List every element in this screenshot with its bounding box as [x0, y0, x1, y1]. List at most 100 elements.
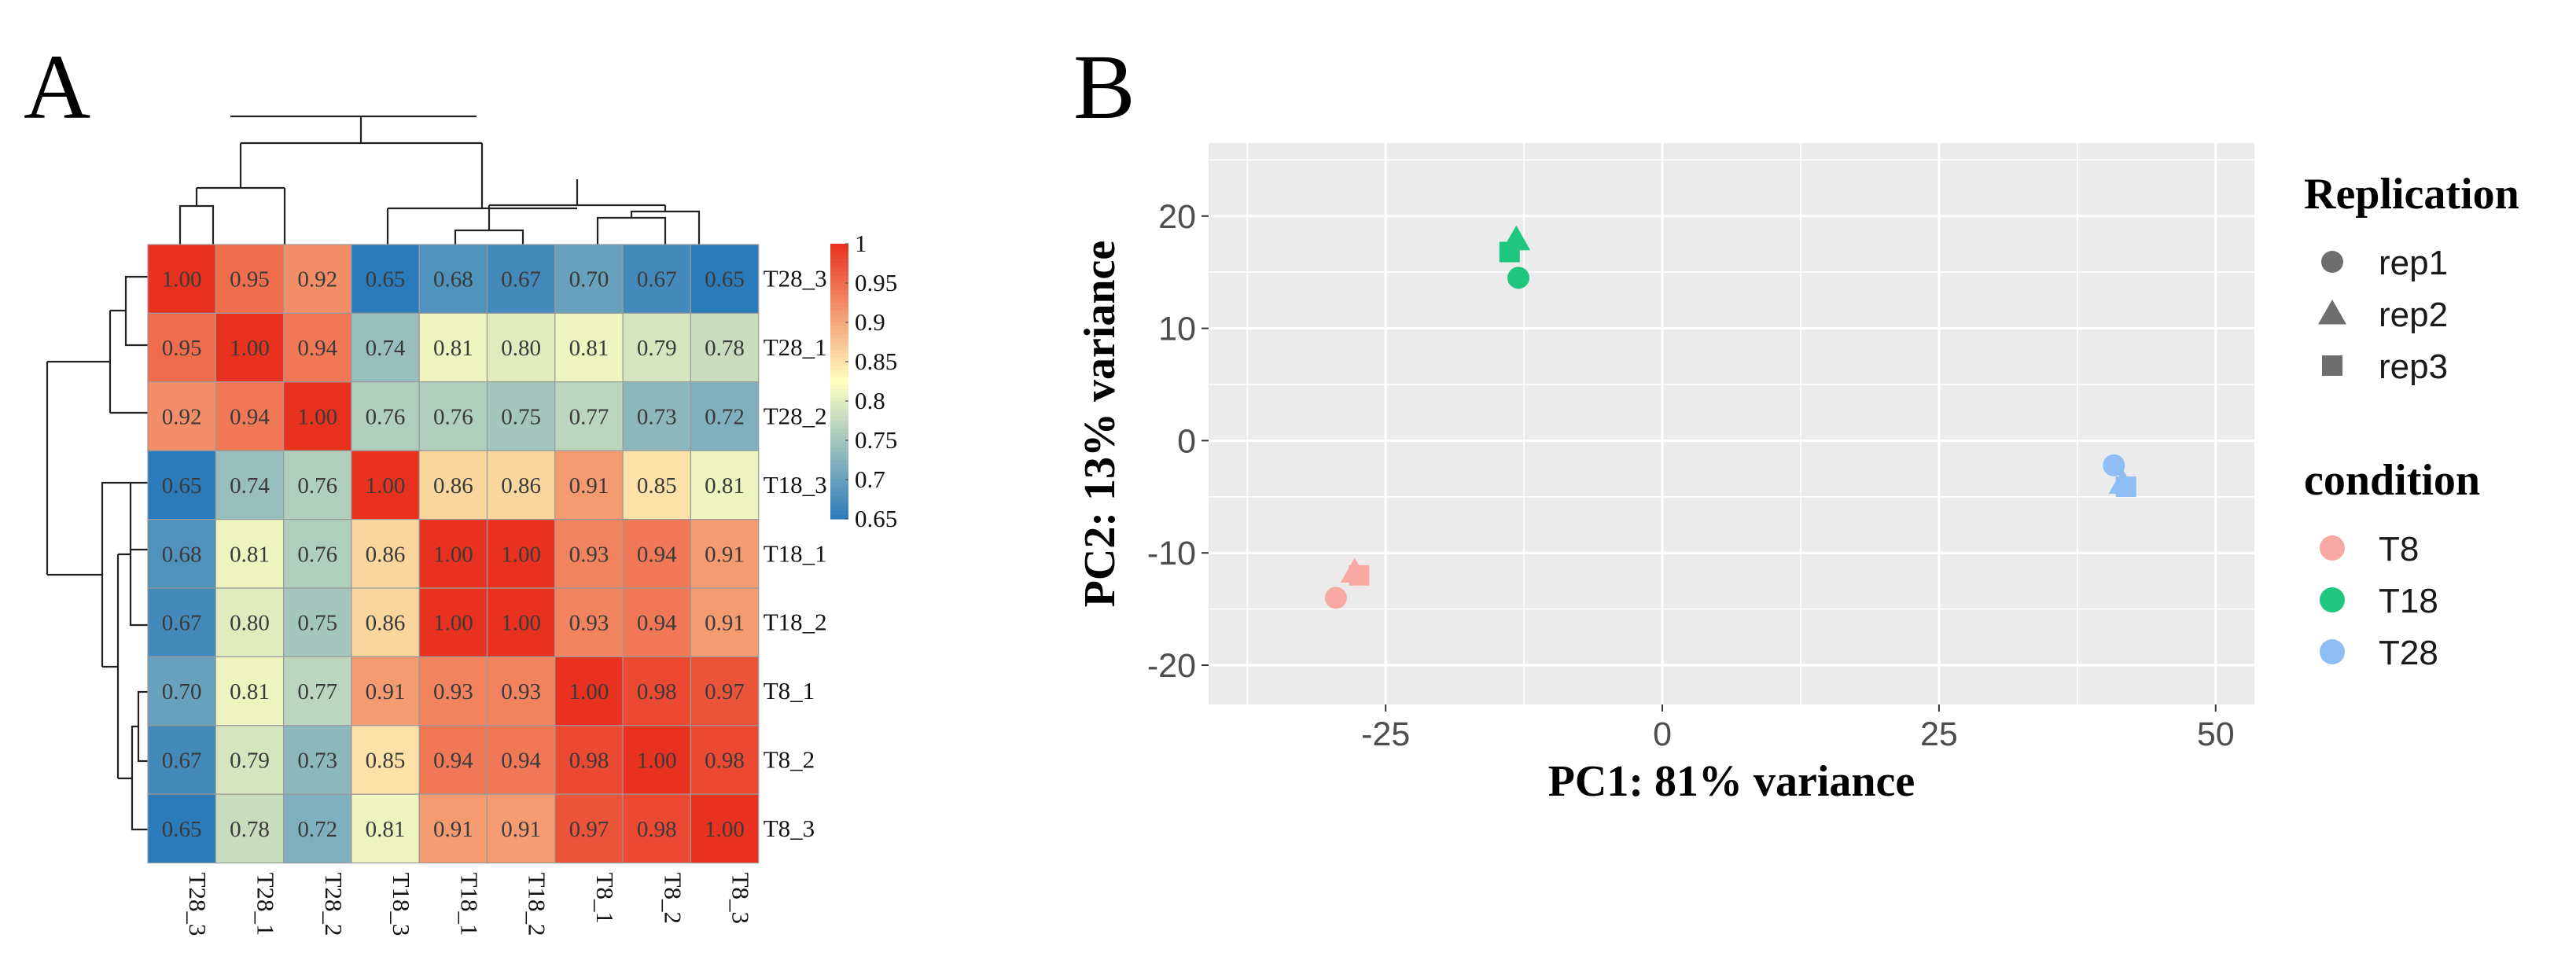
heatmap-cell — [690, 725, 760, 795]
heatmap-cell-value: 0.81 — [230, 679, 270, 704]
heatmap-cell-value: 0.98 — [569, 749, 609, 774]
heatmap-cell-value: 0.81 — [230, 542, 270, 567]
heatmap-cell — [215, 587, 285, 658]
heatmap-cell — [147, 725, 216, 795]
heatmap-cell — [622, 793, 691, 864]
heatmap-cell-value: 0.92 — [162, 405, 202, 430]
heatmap-cell-value: 0.98 — [705, 749, 745, 774]
colorbar-segment — [830, 487, 848, 492]
row-label: T8_2 — [764, 746, 815, 774]
y-tick-label: 0 — [1177, 422, 1196, 460]
heatmap-cell-value: 0.91 — [433, 817, 473, 842]
heatmap-cell-value: 0.91 — [501, 817, 541, 842]
colorbar-segment — [830, 322, 848, 327]
colorbar-segment — [830, 263, 848, 268]
colorbar-segment — [830, 252, 848, 256]
colorbar-segment — [830, 436, 848, 441]
colorbar-tick-label: 0.85 — [855, 348, 897, 375]
colorbar-segment — [830, 421, 848, 425]
heatmap-cell-value: 0.91 — [705, 611, 745, 636]
heatmap-cell — [418, 312, 488, 383]
colorbar-segment — [830, 311, 848, 315]
colorbar-segment — [830, 373, 848, 378]
col-label: T18_1 — [455, 873, 483, 936]
colorbar-segment — [830, 448, 848, 453]
colorbar-segment — [830, 342, 848, 347]
colorbar-segment — [830, 515, 848, 520]
data-point-T28-rep1 — [2103, 454, 2125, 476]
heatmap-cell-value: 0.81 — [433, 336, 473, 361]
y-tick-label: 20 — [1158, 198, 1196, 236]
heatmap-cell-value: 0.97 — [705, 679, 745, 704]
colorbar-segment — [830, 366, 848, 370]
heatmap-cell-value: 0.73 — [637, 405, 677, 430]
legend-label-rep3: rep3 — [2379, 348, 2448, 386]
heatmap-cell — [690, 450, 760, 520]
heatmap-cell-value: 0.74 — [230, 473, 270, 498]
heatmap-cell — [351, 312, 420, 383]
heatmap-cell — [215, 793, 285, 864]
y-tick-label: -20 — [1147, 647, 1196, 685]
heatmap-cell-value: 0.65 — [162, 817, 202, 842]
heatmap-cell-value: 0.94 — [637, 611, 677, 636]
heatmap-cell — [486, 656, 556, 726]
col-label: T28_2 — [320, 873, 348, 936]
colorbar-segment — [830, 307, 848, 311]
panel-b-label: B — [1073, 35, 1135, 138]
colorbar-segment — [830, 425, 848, 429]
heatmap-cell — [283, 793, 352, 864]
heatmap-cell — [486, 381, 556, 451]
colorbar-segment — [830, 389, 848, 394]
heatmap-cell-value: 0.75 — [501, 405, 541, 430]
heatmap-cell — [690, 793, 760, 864]
heatmap-cell — [418, 244, 488, 314]
col-label: T8_2 — [659, 873, 686, 924]
heatmap-cell-value: 1.00 — [501, 611, 541, 636]
heatmap-cell-value: 0.67 — [162, 611, 202, 636]
colorbar-segment — [830, 330, 848, 335]
heatmap-cell-value: 0.78 — [230, 817, 270, 842]
row-label: T18_2 — [764, 609, 827, 636]
heatmap-cell-value: 0.95 — [230, 267, 270, 292]
data-point-T18-rep3 — [1499, 241, 1520, 263]
row-label: T28_2 — [764, 403, 827, 430]
heatmap-cell — [690, 587, 760, 658]
colorbar-segment — [830, 440, 848, 445]
col-label: T18_2 — [524, 873, 551, 936]
colorbar-segment — [830, 259, 848, 264]
heatmap-cell — [486, 450, 556, 520]
data-point-T8-rep1 — [1324, 587, 1347, 609]
heatmap-cell-value: 1.00 — [433, 611, 473, 636]
heatmap-cell — [418, 450, 488, 520]
colorbar-segment — [830, 503, 848, 508]
heatmap-cell-value: 0.65 — [366, 267, 406, 292]
heatmap-cell — [690, 381, 760, 451]
colorbar-segment — [830, 468, 848, 473]
colorbar-tick-label: 0.75 — [855, 426, 897, 454]
heatmap-cell — [554, 793, 624, 864]
colorbar-segment — [830, 256, 848, 260]
heatmap-cell-value: 0.74 — [366, 336, 406, 361]
y-tick-label: 10 — [1158, 311, 1196, 348]
legend-title-condition: condition — [2304, 456, 2480, 505]
heatmap-cell-value: 0.85 — [637, 473, 677, 498]
colorbar-segment — [830, 397, 848, 402]
heatmap-cell — [147, 450, 216, 520]
legend-key-T18 — [2320, 587, 2345, 612]
heatmap-cell-value: 0.77 — [569, 405, 609, 430]
colorbar-segment — [830, 484, 848, 488]
colorbar-segment — [830, 299, 848, 303]
colorbar-segment — [830, 271, 848, 276]
col-dendrogram — [178, 115, 701, 248]
heatmap-cell — [418, 587, 488, 658]
heatmap-cell — [351, 793, 420, 864]
heatmap-cell-value: 0.73 — [297, 749, 337, 774]
colorbar-segment — [830, 460, 848, 465]
heatmap-cell-value: 0.93 — [433, 679, 473, 704]
heatmap-cell — [622, 312, 691, 383]
heatmap-cell — [147, 518, 216, 589]
colorbar-segment — [830, 507, 848, 512]
heatmap-cell-value: 0.92 — [297, 267, 337, 292]
heatmap-cell — [283, 381, 352, 451]
col-label: T28_1 — [252, 873, 279, 936]
